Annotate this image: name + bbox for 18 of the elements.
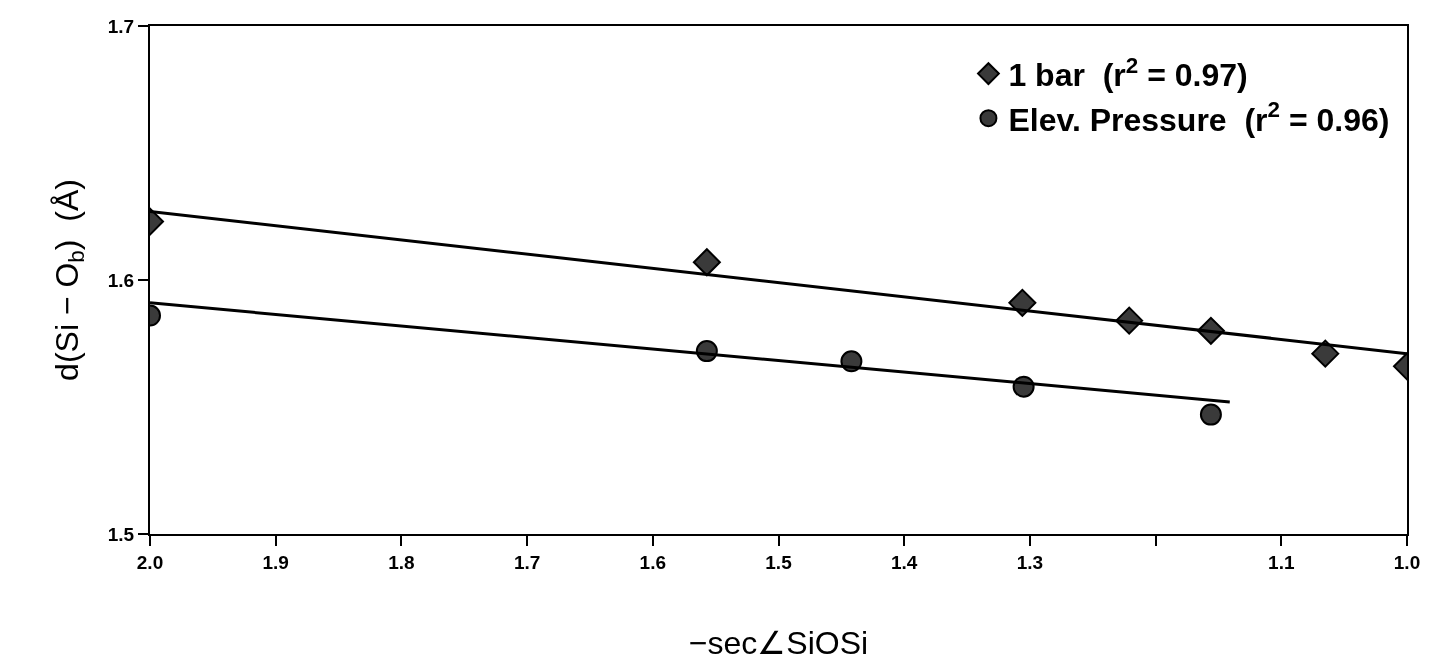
y-tick-label: 1.5 (107, 523, 135, 545)
x-tick-label: 1.6 (639, 551, 667, 573)
x-tick-label: 1.5 (765, 551, 793, 573)
x-axis-title: −sec∠SiOSi (688, 625, 869, 662)
x-tick-label: 1.7 (513, 551, 541, 573)
point (1199, 403, 1222, 426)
x-tick-label: 1.0 (1393, 551, 1421, 573)
x-tick-label: 1.3 (1016, 551, 1044, 573)
point (1311, 339, 1340, 368)
legend-label: 1 bar (r$^{2}$ = 0.97) (1008, 52, 1248, 94)
x-tick-label: 1.8 (388, 551, 415, 573)
y-tick-label: 1.7 (107, 15, 135, 37)
y-tick-label: 1.6 (107, 269, 135, 291)
x-tick-label: 1.4 (890, 551, 918, 573)
x-tick-label: 1.9 (262, 551, 289, 573)
x-tick-label: 1.1 (1268, 551, 1295, 573)
x-tick-label: 2.0 (136, 551, 164, 573)
legend-label: Elev. Pressure (r$^{2}$ = 0.96) (1008, 97, 1390, 138)
